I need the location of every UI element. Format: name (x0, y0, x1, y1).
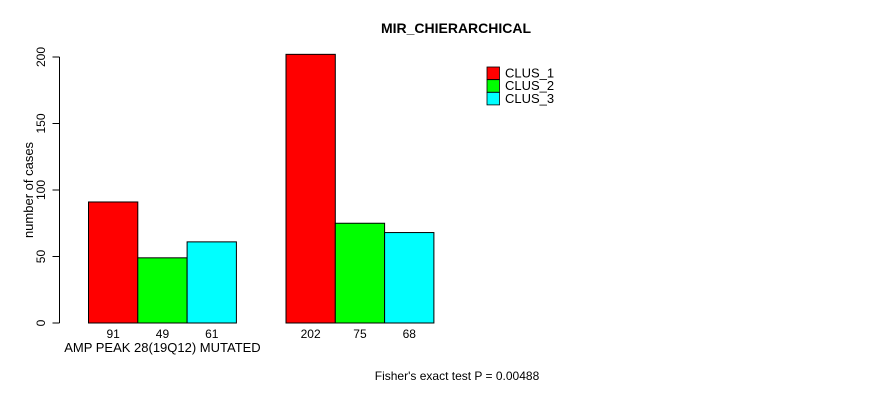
fisher-test-annotation: Fisher's exact test P = 0.00488 (375, 369, 540, 383)
y-axis: 0 50 100 150 200 (34, 47, 60, 326)
bar-clus_1-group1 (88, 201, 139, 324)
legend-swatch-clus_1 (486, 66, 500, 80)
bar-value-label: 49 (156, 327, 170, 341)
bars-group: 91 49 61 202 75 68 (88, 53, 435, 341)
y-tick-label: 100 (34, 180, 48, 200)
legend-label-clus_3: CLUS_3 (505, 91, 554, 106)
y-axis-label: number of cases (21, 141, 36, 238)
legend-label-clus_1: CLUS_1 (505, 66, 554, 81)
bar-clus_2-group1 (137, 257, 188, 324)
legend-label-clus_2: CLUS_2 (505, 78, 554, 93)
y-tick-label: 50 (34, 250, 48, 264)
category-labels: AMP PEAK 28(19Q12) MUTATED (64, 340, 261, 355)
bar-clus_3-group1 (186, 241, 237, 324)
bar-clus_3-group2 (384, 232, 435, 324)
y-tick-label: 200 (34, 47, 48, 67)
bar-clus_2-group2 (334, 222, 386, 324)
bar-value-label: 91 (106, 327, 120, 341)
bar-clus_1-group2 (285, 53, 336, 324)
bar-value-label: 75 (353, 327, 367, 341)
legend-swatch-clus_3 (486, 92, 500, 106)
bar-value-label: 68 (403, 327, 417, 341)
bar-value-label: 202 (301, 327, 321, 341)
legend-swatch-clus_2 (486, 79, 500, 93)
chart-title: MIR_CHIERARCHICAL (381, 20, 532, 36)
category-label: AMP PEAK 28(19Q12) MUTATED (64, 340, 261, 355)
y-tick-label: 0 (34, 319, 48, 326)
bar-value-label: 61 (205, 327, 219, 341)
y-tick-label: 150 (34, 113, 48, 133)
